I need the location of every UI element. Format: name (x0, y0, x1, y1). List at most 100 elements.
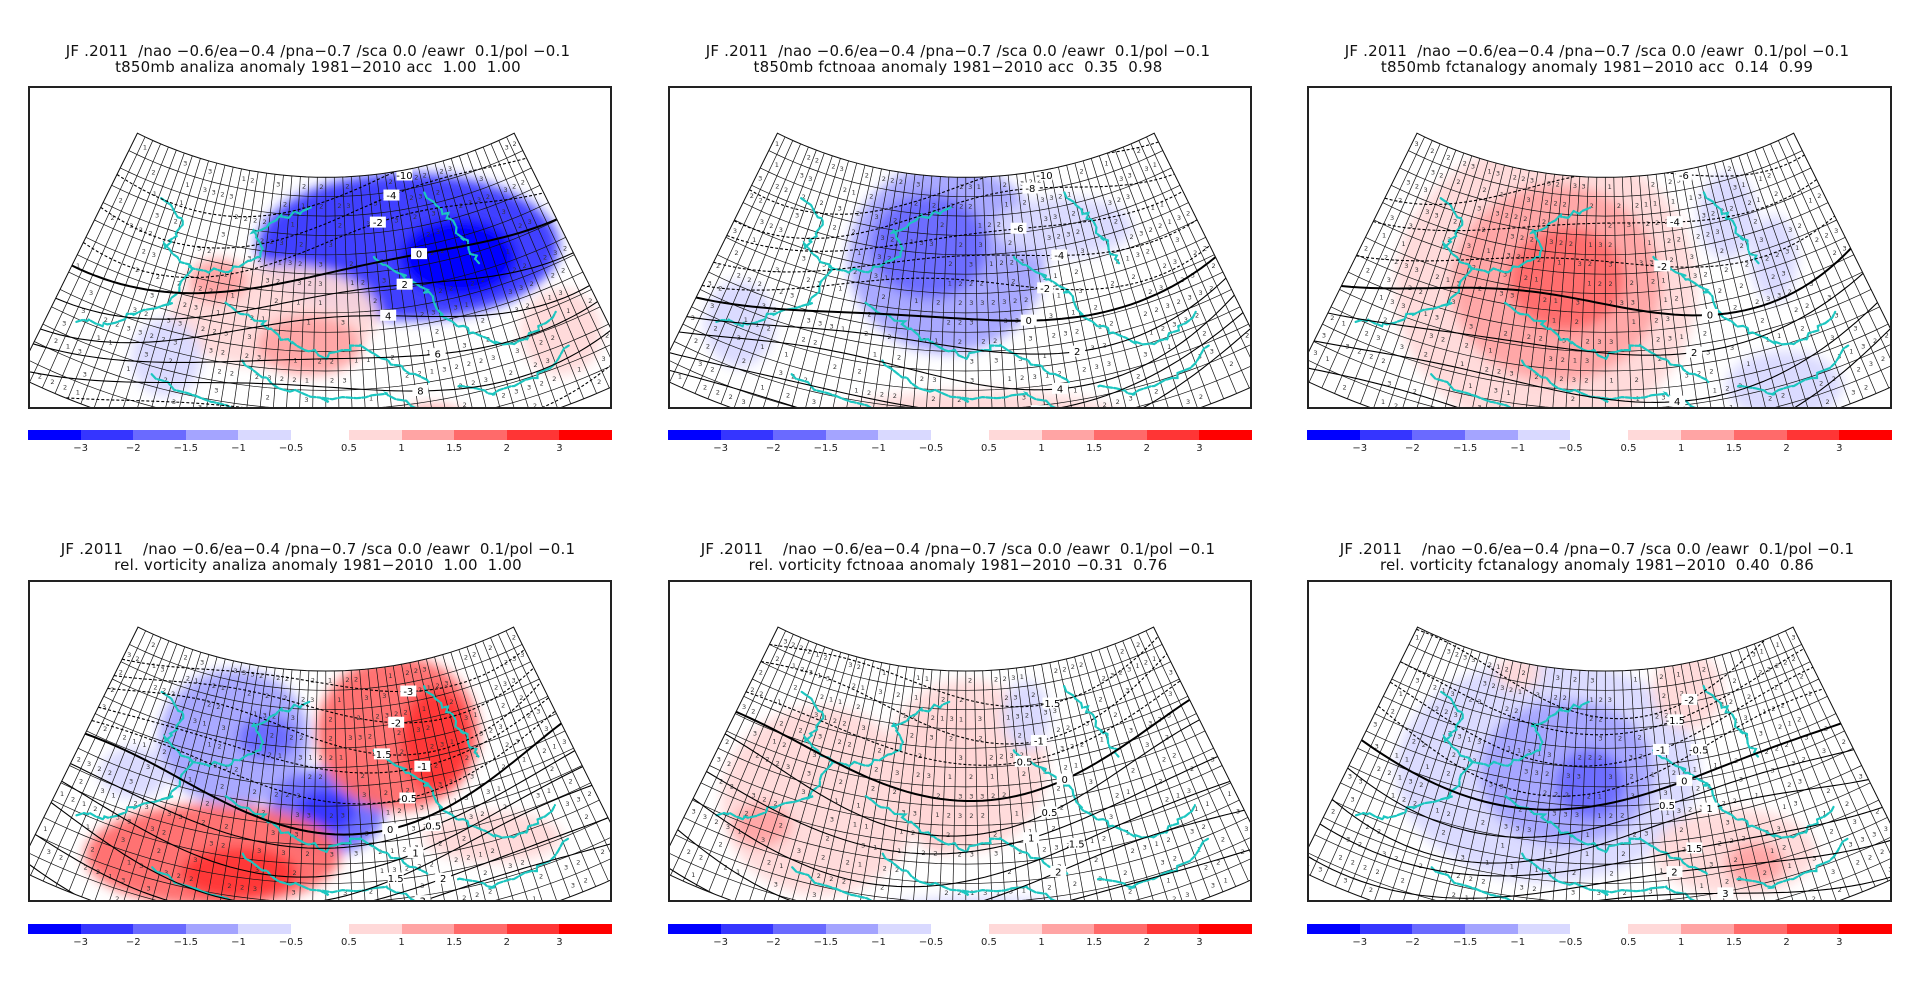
svg-text:2: 2 (394, 710, 398, 718)
svg-text:2: 2 (111, 214, 115, 222)
svg-text:2: 2 (1554, 790, 1558, 798)
svg-text:1: 1 (422, 705, 426, 713)
parallel-line (760, 167, 1172, 217)
svg-text:2: 2 (1177, 298, 1181, 306)
svg-text:2: 2 (283, 694, 287, 702)
svg-text:2: 2 (1620, 812, 1624, 820)
svg-text:1: 1 (1770, 847, 1774, 855)
svg-text:3: 3 (1457, 733, 1461, 741)
colorbar-segment (348, 924, 402, 934)
contour-label: -6 (1679, 171, 1689, 182)
svg-text:3: 3 (874, 272, 878, 280)
svg-text:3: 3 (1066, 230, 1070, 238)
contour-line (71, 218, 558, 295)
svg-text:1: 1 (60, 790, 64, 798)
contour-label: -4 (1054, 251, 1064, 262)
svg-text:1: 1 (775, 140, 779, 148)
svg-text:2: 2 (1638, 733, 1642, 741)
svg-text:2: 2 (1128, 888, 1132, 896)
svg-text:3: 3 (1853, 818, 1857, 826)
svg-text:2: 2 (852, 682, 856, 690)
svg-text:2: 2 (1136, 373, 1140, 381)
svg-text:3: 3 (1571, 888, 1575, 896)
svg-text:3: 3 (1173, 258, 1177, 266)
svg-text:2: 2 (871, 785, 875, 793)
svg-text:2: 2 (1838, 886, 1842, 894)
svg-text:3: 3 (1547, 751, 1551, 759)
colorbar-segment (1465, 924, 1518, 934)
svg-text:2: 2 (587, 790, 591, 798)
svg-text:2: 2 (302, 182, 306, 190)
svg-text:3: 3 (1677, 807, 1681, 815)
svg-text:3: 3 (462, 341, 466, 349)
svg-text:3: 3 (1387, 379, 1391, 387)
svg-text:2: 2 (896, 691, 900, 699)
svg-text:3: 3 (257, 847, 261, 855)
svg-text:2: 2 (90, 845, 94, 853)
svg-text:2: 2 (162, 687, 166, 695)
svg-text:2: 2 (471, 379, 475, 387)
svg-text:2: 2 (479, 357, 483, 365)
svg-text:3: 3 (753, 729, 757, 737)
svg-text:2: 2 (509, 369, 513, 377)
contour-label: 3 (1722, 889, 1728, 900)
svg-text:3: 3 (822, 261, 826, 269)
svg-text:3: 3 (1572, 376, 1576, 384)
svg-text:1: 1 (354, 357, 358, 365)
svg-text:2: 2 (1365, 823, 1369, 831)
svg-text:2: 2 (1559, 375, 1563, 383)
parallel-line (69, 765, 583, 826)
svg-text:3: 3 (1190, 827, 1194, 835)
svg-text:3: 3 (775, 266, 779, 274)
svg-text:3: 3 (1549, 355, 1553, 363)
svg-text:2: 2 (800, 665, 804, 673)
svg-text:2: 2 (405, 864, 409, 872)
contour-label: 0.5 (1659, 801, 1675, 812)
coastline (1652, 255, 1837, 346)
svg-text:2: 2 (568, 778, 572, 786)
svg-text:2: 2 (1598, 280, 1602, 288)
svg-text:3: 3 (1139, 229, 1143, 237)
svg-text:1: 1 (1415, 634, 1419, 642)
svg-text:2: 2 (523, 262, 527, 270)
svg-text:3: 3 (1494, 387, 1498, 395)
svg-text:1: 1 (195, 677, 199, 685)
svg-text:3: 3 (969, 793, 973, 801)
svg-text:2: 2 (980, 280, 984, 288)
svg-text:1: 1 (202, 719, 206, 727)
svg-text:3: 3 (1166, 302, 1170, 310)
svg-text:2: 2 (949, 734, 953, 742)
svg-text:3: 3 (1663, 789, 1667, 797)
svg-text:3: 3 (1414, 140, 1418, 148)
svg-text:3: 3 (1744, 714, 1748, 722)
coastline (1702, 685, 1760, 758)
contour-line (121, 649, 526, 693)
svg-text:2: 2 (1488, 661, 1492, 669)
svg-text:3: 3 (436, 228, 440, 236)
contour-line (670, 312, 1244, 407)
svg-text:1: 1 (108, 873, 112, 881)
svg-text:3: 3 (1627, 221, 1631, 229)
svg-text:2: 2 (1523, 215, 1527, 223)
svg-text:2: 2 (1829, 827, 1833, 835)
svg-text:2: 2 (1739, 282, 1743, 290)
svg-text:2: 2 (1553, 200, 1557, 208)
colorbar-tick-label: 1 (1678, 443, 1685, 454)
svg-text:2: 2 (947, 318, 951, 326)
parallel-line (59, 289, 592, 352)
svg-text:3: 3 (167, 810, 171, 818)
svg-text:2: 2 (882, 293, 886, 301)
svg-text:2: 2 (1037, 177, 1041, 185)
svg-text:3: 3 (801, 788, 805, 796)
svg-text:3: 3 (980, 299, 984, 307)
svg-text:2: 2 (727, 760, 731, 768)
svg-text:2: 2 (1485, 365, 1489, 373)
svg-text:3: 3 (502, 208, 506, 216)
parallel-line (1357, 747, 1854, 807)
svg-text:1: 1 (1633, 676, 1637, 684)
svg-text:2: 2 (856, 703, 860, 711)
svg-text:1: 1 (132, 737, 136, 745)
coastline (1503, 301, 1710, 384)
svg-text:3: 3 (1577, 773, 1581, 781)
svg-text:2: 2 (1158, 777, 1162, 785)
